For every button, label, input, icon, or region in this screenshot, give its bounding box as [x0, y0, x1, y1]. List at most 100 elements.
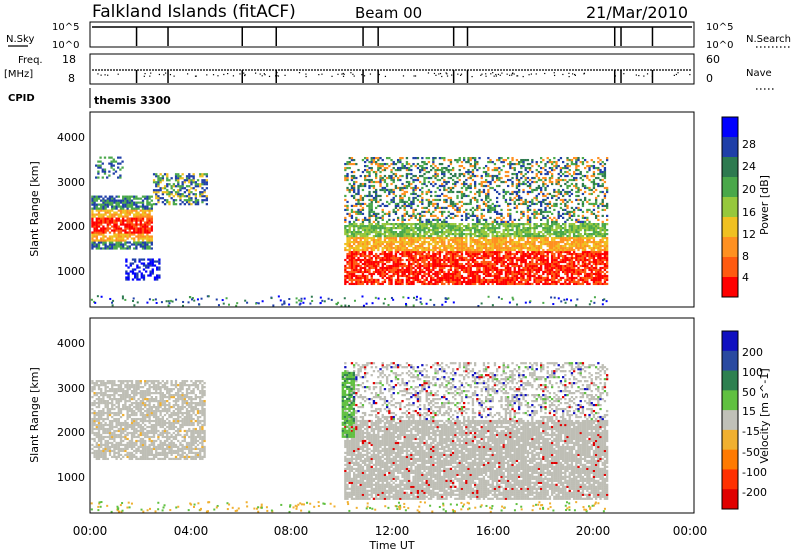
power-cell: [436, 276, 439, 280]
power-cell: [363, 248, 367, 252]
power-cell: [346, 244, 349, 248]
power-cell: [484, 260, 488, 264]
power-cell: [594, 276, 598, 280]
power-cell: [119, 233, 123, 236]
power-cell: [190, 197, 193, 200]
power-cell: [372, 184, 376, 188]
power-cell: [350, 264, 354, 268]
power-cell: [366, 158, 369, 162]
power-cell: [133, 213, 136, 216]
power-cell: [456, 262, 459, 266]
power-cell: [572, 238, 576, 242]
power-cell: [410, 256, 413, 260]
power-cell: [414, 164, 417, 168]
power-cell: [605, 264, 609, 268]
power-cell: [344, 198, 347, 202]
power-cell: [133, 241, 136, 244]
power-cell: [102, 205, 105, 208]
power-cell: [152, 191, 156, 194]
power-cell: [157, 199, 160, 202]
power-cell: [506, 246, 510, 250]
power-cell: [524, 260, 527, 264]
power-cell: [102, 247, 105, 250]
power-cell: [456, 238, 459, 242]
power-cell: [546, 244, 549, 248]
power-cell: [542, 250, 545, 254]
power-cell: [458, 270, 461, 274]
power-cell: [506, 254, 510, 258]
power-cell: [555, 282, 558, 286]
power-cell: [412, 230, 415, 234]
power-cell: [427, 282, 431, 286]
power-cell: [590, 236, 593, 240]
power-cell: [603, 248, 607, 252]
power-cell: [117, 209, 120, 212]
nave-point: [530, 73, 532, 75]
power-cell: [487, 227, 490, 230]
power-cell: [170, 177, 173, 180]
power-cell: [177, 185, 180, 188]
power-cell: [113, 229, 116, 232]
power-cell: [555, 223, 558, 226]
power-cell: [436, 229, 439, 232]
power-cell: [412, 210, 415, 214]
power-cell: [583, 250, 587, 254]
power-cell: [429, 248, 433, 252]
power-cell: [436, 204, 439, 208]
power-cell: [381, 276, 384, 280]
nave-point: [572, 73, 574, 75]
power-cell: [445, 256, 448, 260]
power-cell: [418, 232, 422, 236]
power-cell: [418, 174, 422, 178]
power-cell: [542, 240, 545, 244]
power-cell: [405, 276, 409, 280]
power-cell: [368, 280, 371, 284]
power-cell: [108, 241, 112, 244]
power-cell: [141, 239, 145, 242]
power-cell: [152, 203, 156, 206]
power-cell: [445, 182, 448, 186]
power-cell: [418, 266, 422, 270]
power-cell: [346, 280, 349, 284]
power-cell: [557, 262, 560, 266]
power-cell: [469, 190, 472, 194]
power-cell: [144, 245, 147, 248]
power-cell: [429, 214, 433, 218]
power-cell: [423, 242, 426, 246]
power-cell: [597, 240, 600, 244]
power-cell: [359, 240, 362, 244]
power-cell: [520, 238, 523, 242]
power-cell: [348, 214, 351, 218]
nave-point: [378, 73, 380, 76]
power-cell: [526, 262, 530, 266]
power-cell: [388, 282, 391, 286]
power-cell: [188, 189, 191, 192]
power-cell: [484, 252, 488, 256]
power-cell: [568, 223, 571, 226]
power-cell: [106, 215, 109, 218]
power-cell: [493, 242, 497, 246]
power-cell: [381, 248, 384, 252]
power-cell: [412, 254, 415, 258]
power-cell: [467, 276, 470, 280]
power-cell: [414, 264, 417, 268]
power-cell: [350, 274, 354, 278]
power-cell: [108, 247, 112, 250]
power-cell: [377, 282, 380, 286]
power-cell: [174, 177, 178, 180]
power-cell: [482, 188, 486, 192]
power-cell: [181, 201, 184, 204]
power-cell: [432, 180, 435, 184]
power-cell: [555, 248, 558, 252]
power-cell: [421, 280, 424, 284]
power-cell: [396, 262, 400, 266]
power-cell: [344, 232, 347, 236]
power-cell: [399, 236, 402, 240]
nave-point: [495, 73, 497, 76]
power-cell: [385, 252, 389, 256]
power-cell: [377, 225, 380, 228]
power-cell: [357, 256, 360, 260]
power-cell: [374, 280, 378, 284]
power-cell: [421, 229, 424, 232]
power-cell: [385, 234, 389, 238]
